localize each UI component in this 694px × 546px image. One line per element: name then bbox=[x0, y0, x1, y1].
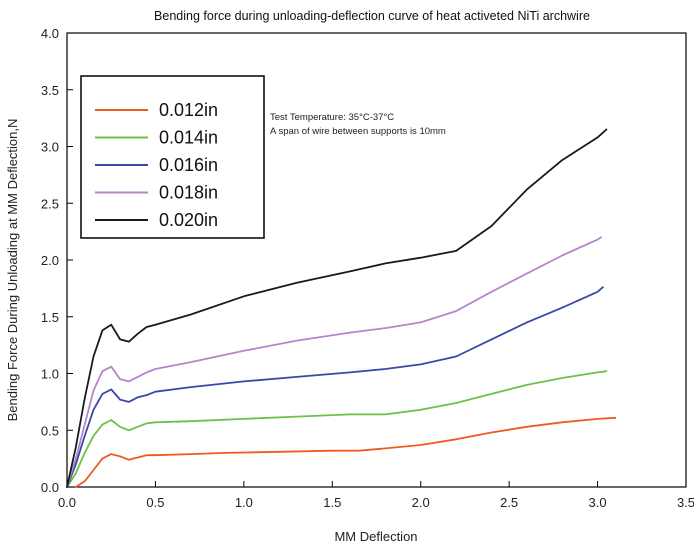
y-tick-label: 2.0 bbox=[41, 253, 59, 268]
legend-items: 0.012in 0.014in 0.016in 0.018in 0.020in bbox=[95, 100, 218, 230]
y-tick-label: 1.5 bbox=[41, 310, 59, 325]
legend-label: 0.018in bbox=[159, 183, 218, 203]
legend-label: 0.014in bbox=[159, 128, 218, 148]
y-tick-label: 1.0 bbox=[41, 367, 59, 382]
y-tick-label: 3.5 bbox=[41, 83, 59, 98]
legend-label: 0.020in bbox=[159, 210, 218, 230]
x-tick-label: 2.0 bbox=[412, 495, 430, 510]
annotation-line-1: Test Temperature: 35°C-37°C bbox=[270, 112, 394, 123]
legend-label: 0.012in bbox=[159, 100, 218, 120]
x-tick-label: 3.0 bbox=[589, 495, 607, 510]
legend: 0.012in 0.014in 0.016in 0.018in 0.020in bbox=[80, 75, 265, 239]
legend-label: 0.016in bbox=[159, 155, 218, 175]
x-tick-label: 0.5 bbox=[146, 495, 164, 510]
x-tick-label: 3.5 bbox=[677, 495, 694, 510]
x-tick-label: 1.0 bbox=[235, 495, 253, 510]
annotation: Test Temperature: 35°C-37°C A span of wi… bbox=[270, 112, 446, 137]
chart-title: Bending force during unloading-deflectio… bbox=[154, 9, 590, 23]
x-tick-label: 0.0 bbox=[58, 495, 76, 510]
y-tick-label: 0.5 bbox=[41, 423, 59, 438]
y-tick-label: 0.0 bbox=[41, 480, 59, 495]
series-line-0-014in bbox=[66, 370, 608, 488]
series-line-0-012in bbox=[74, 416, 617, 488]
x-tick-label: 2.5 bbox=[500, 495, 518, 510]
x-axis-title: MM Deflection bbox=[334, 529, 417, 544]
y-tick-label: 4.0 bbox=[41, 26, 59, 41]
y-tick-label: 2.5 bbox=[41, 196, 59, 211]
x-tick-label: 1.5 bbox=[323, 495, 341, 510]
legend-box bbox=[80, 75, 265, 239]
y-axis-ticks: 0.0 0.5 1.0 1.5 2.0 2.5 3.0 3.5 4.0 bbox=[41, 26, 73, 495]
x-axis-ticks: 0.0 0.5 1.0 1.5 2.0 2.5 3.0 3.5 bbox=[58, 481, 694, 510]
series-layer bbox=[66, 128, 617, 488]
series-line-0-018in bbox=[66, 236, 602, 488]
series-line-0-016in bbox=[66, 286, 604, 488]
y-tick-label: 3.0 bbox=[41, 140, 59, 155]
annotation-line-2: A span of wire between supports is 10mm bbox=[270, 126, 446, 137]
y-axis-title: Bending Force During Unloading at MM Def… bbox=[5, 119, 20, 422]
series-line-0-020in bbox=[66, 128, 608, 488]
